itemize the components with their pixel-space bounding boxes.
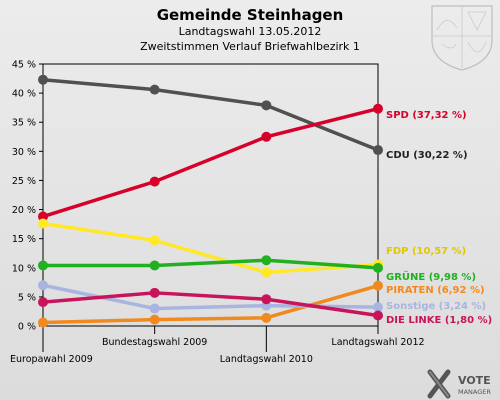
data-point bbox=[38, 297, 48, 308]
data-point bbox=[261, 267, 272, 278]
chart-subtitle-description: Zweitstimmen Verlauf Briefwahlbezirk 1 bbox=[140, 40, 360, 53]
series-label: FDP (10,57 %) bbox=[386, 246, 466, 257]
data-point bbox=[149, 303, 160, 314]
series-line-spd bbox=[42, 107, 379, 219]
series-line-die-linke bbox=[42, 291, 379, 318]
data-point bbox=[373, 262, 383, 273]
data-point bbox=[149, 84, 160, 95]
x-tick-label: Landtagswahl 2012 bbox=[331, 337, 424, 348]
series-label: Sonstige (3,24 %) bbox=[386, 301, 486, 312]
y-tick-label: 10 % bbox=[12, 263, 36, 274]
data-point bbox=[261, 131, 272, 142]
data-point bbox=[149, 235, 160, 246]
series-line-cdu bbox=[42, 77, 379, 152]
data-point bbox=[149, 260, 160, 271]
data-point bbox=[261, 100, 272, 111]
series-label: CDU (30,22 %) bbox=[386, 150, 468, 161]
logo-text-manager: MANAGER bbox=[458, 388, 491, 396]
data-point bbox=[149, 176, 160, 187]
y-tick-label: 20 % bbox=[12, 205, 36, 216]
chart-subtitle-date: Landtagswahl 13.05.2012 bbox=[179, 25, 322, 38]
series-line-fdp bbox=[42, 221, 379, 275]
data-point bbox=[373, 145, 383, 156]
x-tick-label: Landtagswahl 2010 bbox=[220, 354, 313, 365]
data-point bbox=[261, 312, 272, 323]
votemanager-logo: VOTE MANAGER bbox=[427, 369, 491, 399]
y-tick-label: 15 % bbox=[12, 234, 36, 245]
data-point bbox=[261, 294, 272, 305]
y-tick-label: 45 % bbox=[12, 60, 36, 71]
series-layer: CDU (30,22 %) SPD (37,32 %) FDP (10,57 %) G… bbox=[38, 74, 492, 328]
data-point bbox=[38, 211, 48, 222]
data-point bbox=[149, 287, 160, 298]
x-tick-label: Bundestagswahl 2009 bbox=[102, 337, 207, 348]
data-point bbox=[261, 255, 272, 266]
data-point bbox=[38, 218, 48, 229]
y-tick-label: 25 % bbox=[12, 176, 36, 187]
plot-area bbox=[42, 63, 379, 327]
data-point bbox=[38, 74, 48, 85]
data-point bbox=[373, 280, 383, 291]
y-tick-label: 5 % bbox=[18, 292, 36, 303]
data-point bbox=[373, 302, 383, 313]
series-line-grüne bbox=[43, 258, 379, 270]
data-point bbox=[149, 314, 160, 325]
series-label: SPD (37,32 %) bbox=[386, 110, 467, 121]
y-tick-label: 40 % bbox=[12, 89, 36, 100]
x-axis: Europawahl 2009 Bundestagswahl 2009 Landta… bbox=[10, 326, 425, 365]
series-line-piraten bbox=[42, 284, 379, 325]
series-label: PIRATEN (6,92 %) bbox=[386, 285, 485, 296]
y-tick-label: 0 % bbox=[18, 322, 36, 333]
y-axis: 0 % 5 % 10 % 15 % 20 % 25 % 30 % 35 % 40 % 45 % bbox=[12, 60, 43, 333]
data-point bbox=[38, 280, 48, 291]
series-label: GRÜNE (9,98 %) bbox=[386, 269, 476, 283]
data-point bbox=[373, 310, 383, 321]
series-label: DIE LINKE (1,80 %) bbox=[386, 315, 492, 326]
logo-text-vote: VOTE bbox=[458, 374, 491, 387]
coat-of-arms-icon bbox=[431, 5, 493, 71]
plot-frame bbox=[42, 63, 379, 327]
y-tick-label: 35 % bbox=[12, 118, 36, 129]
chart-title: Gemeinde Steinhagen bbox=[157, 6, 344, 24]
votemanager-x-icon bbox=[427, 369, 451, 399]
data-point bbox=[373, 103, 383, 114]
y-tick-label: 30 % bbox=[12, 147, 36, 158]
data-point bbox=[38, 260, 48, 271]
data-point bbox=[38, 317, 48, 328]
x-tick-label: Europawahl 2009 bbox=[10, 354, 93, 365]
